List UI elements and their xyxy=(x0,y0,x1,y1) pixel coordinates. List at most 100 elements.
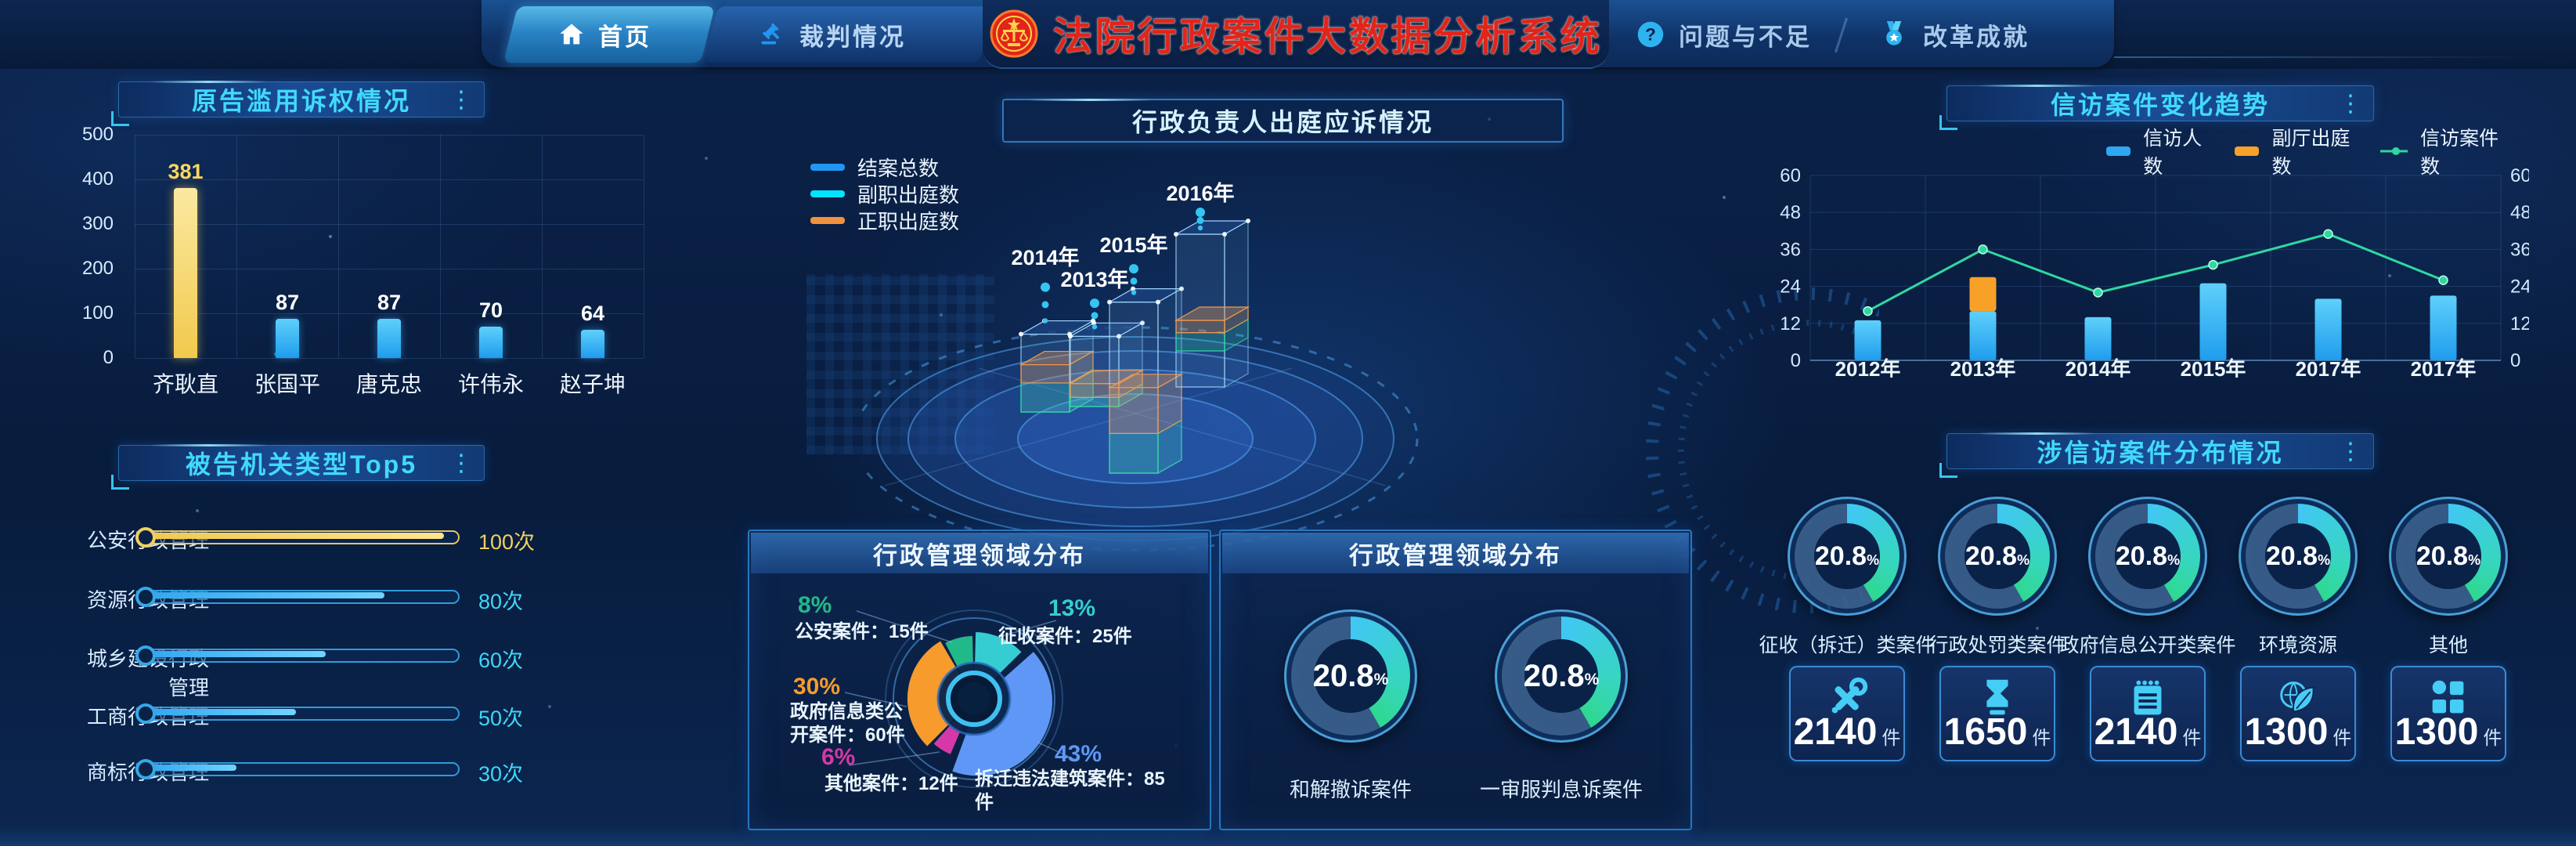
pie-percent: 6% xyxy=(821,744,856,770)
bar-value: 87 xyxy=(275,291,300,315)
tab-judgment[interactable]: 裁判情况 xyxy=(756,0,906,69)
stat-count: 2140 件 xyxy=(2094,711,2202,753)
tab-label: 裁判情况 xyxy=(799,23,906,51)
category-label: 许伟永 xyxy=(457,372,524,396)
pie-percent: 43% xyxy=(1055,741,1102,767)
pie-slice-label: 政府信息类公开案件：60件 xyxy=(790,701,905,746)
panel-title: 行政管理领域分布 xyxy=(1349,541,1562,569)
panel-title: 涉信访案件分布情况 xyxy=(2037,439,2284,467)
donut-ring: 20.8% xyxy=(1945,504,2050,609)
hourglass-icon xyxy=(1986,679,2008,715)
title-banner: 法院行政案件大数据分析系统 xyxy=(983,0,1609,69)
bar xyxy=(2084,316,2112,360)
gridline xyxy=(440,135,441,358)
bar xyxy=(2314,298,2342,360)
legend-swatch xyxy=(810,216,845,224)
plaintiff-abuse-bar-chart: 0 100 200 300 400 500 381 齐耿直 87 张国平 87 唐克忠 70 许伟永 64 赵… xyxy=(70,124,650,398)
category-label: 齐耿直 xyxy=(152,372,218,396)
panel-menu-icon[interactable]: ⋮ xyxy=(449,87,473,113)
axis-tick: 200 xyxy=(81,258,114,279)
donut-label: 环境资源 xyxy=(2258,634,2337,656)
stat-count: 1300 件 xyxy=(2394,711,2502,753)
legend-label: 信访人数 xyxy=(2143,128,2203,178)
panel-title-bar: 信访案件变化趋势 ⋮ xyxy=(1939,85,2374,130)
bar xyxy=(2430,295,2457,360)
svg-text:2017年: 2017年 xyxy=(2296,357,2361,378)
bar xyxy=(479,327,503,358)
tab-home[interactable]: 首页 xyxy=(557,0,651,69)
panel-menu-icon[interactable]: ⋮ xyxy=(449,450,473,476)
pie-percent: 8% xyxy=(798,592,832,618)
panel-menu-icon[interactable]: ⋮ xyxy=(2339,91,2362,117)
svg-text:60: 60 xyxy=(2510,165,2529,186)
legend-label: 信访案件数 xyxy=(2420,128,2499,178)
row-value: 60次 xyxy=(478,649,524,672)
svg-text:2015年: 2015年 xyxy=(2181,357,2246,378)
legend-swatch xyxy=(2106,146,2131,156)
axis-tick: 500 xyxy=(81,124,114,145)
donut-ring: 20.8% xyxy=(2246,504,2351,609)
panel-title-bar: 涉信访案件分布情况 ⋮ xyxy=(1939,432,2374,478)
grid-icon xyxy=(2432,680,2464,714)
donut-ring: 20.8% xyxy=(2396,504,2501,609)
svg-text:48: 48 xyxy=(1780,202,1801,223)
tab-label: 问题与不足 xyxy=(1679,23,1812,51)
year-label: 2013年 xyxy=(1060,268,1129,291)
legend-item: 信访案件数 xyxy=(2380,128,2506,178)
progress-knob xyxy=(135,527,156,548)
svg-text:2017年: 2017年 xyxy=(2411,357,2477,378)
pie-slice-label: 公安案件：15件 xyxy=(795,621,929,642)
svg-text:60: 60 xyxy=(1780,165,1801,186)
donut-label: 行政处罚类案件 xyxy=(1928,634,2066,656)
pie-percent: 30% xyxy=(793,674,841,700)
legend-swatch xyxy=(810,163,845,171)
progress-knob xyxy=(135,645,156,666)
bar xyxy=(1854,320,1881,360)
donut-value: 20.8% xyxy=(2415,540,2481,571)
tab-achievements[interactable]: 改革成就 xyxy=(1878,0,2029,69)
panel-title: 行政管理领域分布 xyxy=(873,541,1086,569)
donut-value: 20.8% xyxy=(2265,540,2331,571)
top-nav-bar: 首页 裁判情况 xyxy=(0,0,2576,69)
panel-header: 行政管理领域分布 xyxy=(1222,533,1689,573)
donut-value: 20.8% xyxy=(2115,540,2181,571)
question-icon: ? xyxy=(1637,21,1664,48)
progress-knob xyxy=(135,703,156,724)
stat-box: 1300 件 xyxy=(2390,666,2506,761)
tab-label: 改革成就 xyxy=(1923,23,2029,51)
year-label: 2014年 xyxy=(1011,246,1080,269)
donut-value: 20.8% xyxy=(1814,540,1880,571)
axis-tick: 0 xyxy=(103,347,114,368)
notepad-icon xyxy=(2134,680,2162,715)
row-value: 50次 xyxy=(478,707,524,730)
gauge: 20.8% xyxy=(1284,609,1417,743)
svg-text:2013年: 2013年 xyxy=(1950,357,2016,378)
row-value: 100次 xyxy=(478,530,536,554)
pie-slice-label: 征收案件：25件 xyxy=(998,626,1132,647)
legend-item: 副职出庭数 xyxy=(810,180,959,207)
category-label: 赵子坤 xyxy=(559,372,626,396)
bar xyxy=(174,187,197,358)
svg-text:36: 36 xyxy=(1780,239,1801,260)
gridline xyxy=(338,135,339,358)
gridline xyxy=(542,135,543,358)
tab-issues[interactable]: ? 问题与不足 xyxy=(1635,0,1812,69)
bar xyxy=(377,319,401,358)
legend-item: 信访人数 xyxy=(2106,128,2211,178)
gauge: 20.8% xyxy=(1495,609,1628,743)
gridline xyxy=(135,135,644,136)
progress-fill xyxy=(148,592,384,598)
bottom-strip xyxy=(0,826,2576,846)
panel-admin-gauges: 行政管理领域分布 20.8% 和解撤诉案件 20.8% 一审服判息诉案件 xyxy=(1219,530,1692,830)
panel-title-bar: 被告机关类型Top5 ⋮ xyxy=(111,444,485,490)
center-title-box: 行政负责人出庭应诉情况 xyxy=(1002,99,1564,143)
bar-value: 87 xyxy=(377,291,402,315)
panel-menu-icon[interactable]: ⋮ xyxy=(2339,439,2362,465)
legend-label: 正职出庭数 xyxy=(857,209,960,233)
gavel-icon xyxy=(761,23,780,45)
axis-tick: 300 xyxy=(81,213,114,234)
stat-count: 1650 件 xyxy=(1943,711,2051,753)
legend-swatch xyxy=(810,190,845,197)
bar-value: 381 xyxy=(168,159,204,183)
